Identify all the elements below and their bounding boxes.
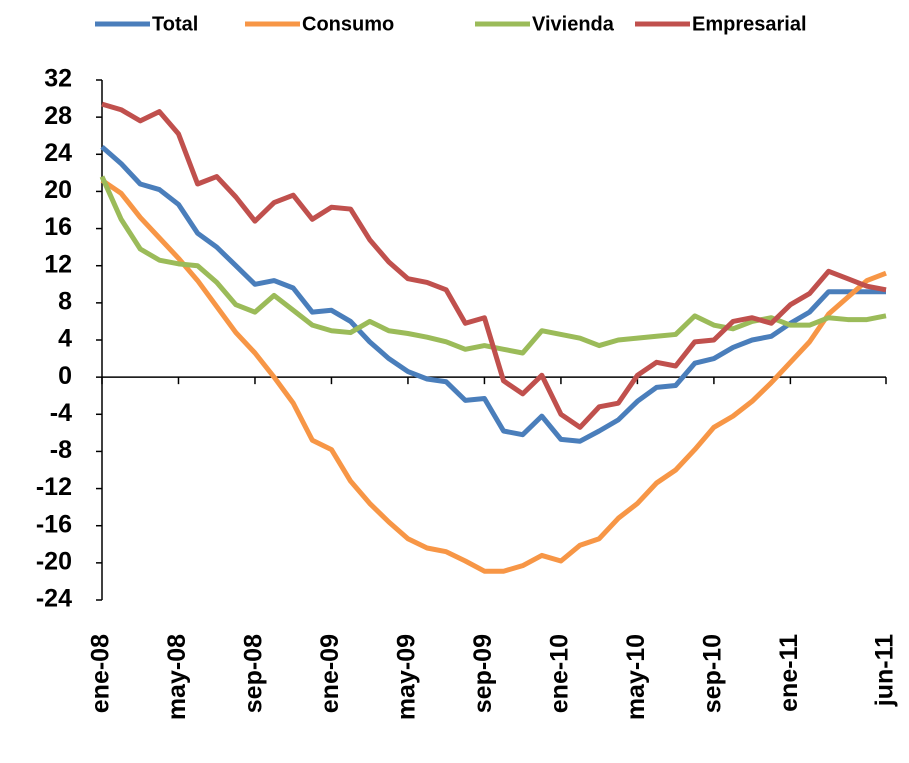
y-tick-label: 0 xyxy=(58,362,72,390)
series-line xyxy=(100,178,887,574)
y-tick-label: -24 xyxy=(36,585,72,613)
x-tick-label: sep-09 xyxy=(469,634,497,713)
legend-label: Empresarial xyxy=(692,13,807,35)
y-tick-label: -8 xyxy=(50,436,72,464)
y-tick-label: -16 xyxy=(36,510,72,538)
legend-label: Consumo xyxy=(302,13,394,35)
y-tick-label: 24 xyxy=(44,139,72,167)
series-line xyxy=(101,101,887,430)
y-tick-label: 4 xyxy=(58,325,72,353)
legend-label: Vivienda xyxy=(532,13,615,35)
y-tick-label: 16 xyxy=(44,213,72,241)
y-tick-label: 20 xyxy=(44,176,72,204)
series-line xyxy=(99,175,887,356)
x-tick-label: may-08 xyxy=(163,634,191,720)
y-tick-label: 28 xyxy=(44,102,72,130)
y-tick-label: 12 xyxy=(44,250,72,278)
x-tick-label: sep-10 xyxy=(699,634,727,713)
x-tick-label: jun-11 xyxy=(871,634,899,707)
y-tick-label: 32 xyxy=(44,65,72,93)
x-tick-label: ene-08 xyxy=(87,634,115,713)
x-tick-label: may-09 xyxy=(393,634,421,720)
legend-label: Total xyxy=(152,13,198,35)
series-line xyxy=(100,144,886,444)
y-tick-label: 8 xyxy=(58,287,72,315)
x-tick-label: ene-09 xyxy=(316,634,344,713)
y-tick-label: -20 xyxy=(36,547,72,575)
x-tick-label: ene-10 xyxy=(546,634,574,713)
y-tick-label: -12 xyxy=(36,473,72,501)
x-tick-label: sep-08 xyxy=(240,634,268,713)
x-tick-label: ene-11 xyxy=(775,634,803,712)
x-tick-label: may-10 xyxy=(622,634,650,720)
y-tick-label: -4 xyxy=(50,399,72,427)
